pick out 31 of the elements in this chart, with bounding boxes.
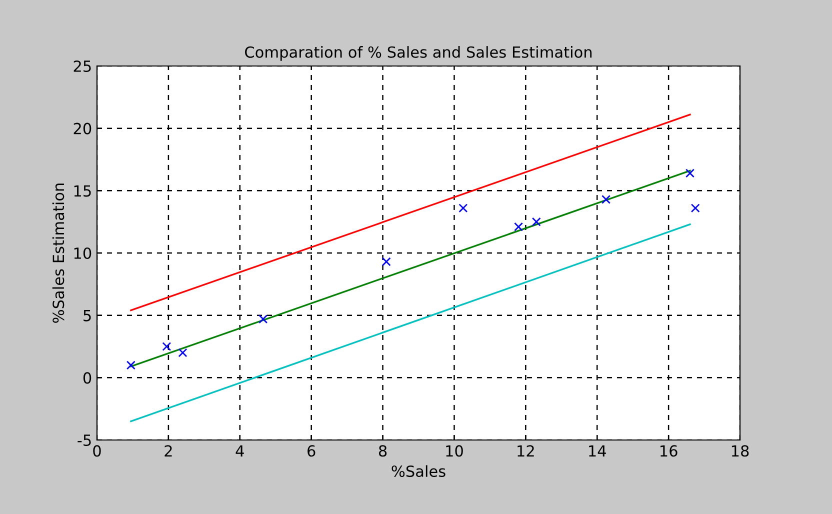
point bbox=[162, 342, 172, 351]
x-tick-label: 8 bbox=[378, 445, 387, 457]
x-tick-label: 18 bbox=[732, 445, 749, 457]
x-tick-label: 10 bbox=[446, 445, 463, 457]
y-tick-label: -5 bbox=[78, 434, 91, 446]
y-tick-label: 25 bbox=[74, 60, 91, 72]
y-tick-label: 5 bbox=[84, 310, 91, 322]
point bbox=[382, 257, 391, 266]
point bbox=[258, 314, 268, 324]
x-tick-label: 14 bbox=[589, 445, 606, 456]
y-tick-label: 20 bbox=[74, 122, 92, 134]
y-tick-label: 0 bbox=[83, 372, 92, 384]
x-tick-label: 0 bbox=[93, 445, 101, 457]
point bbox=[685, 168, 694, 178]
x-tick-label: 16 bbox=[660, 445, 678, 457]
x-tick-label: 6 bbox=[308, 445, 316, 457]
x-axis-title: %Sales bbox=[392, 465, 446, 478]
point bbox=[178, 348, 188, 358]
y-tick-label: 15 bbox=[74, 185, 91, 197]
point bbox=[532, 217, 541, 226]
point bbox=[514, 222, 524, 232]
point bbox=[690, 204, 700, 213]
y-tick-label: 10 bbox=[74, 247, 92, 260]
x-tick-label: 2 bbox=[164, 445, 172, 456]
y-axis-title: %Sales Estimation bbox=[52, 184, 64, 323]
x-tick-label: 4 bbox=[236, 445, 244, 456]
point bbox=[458, 204, 468, 213]
point bbox=[126, 360, 136, 370]
chart-title: Comparation of % Sales and Sales Estimation bbox=[245, 46, 592, 61]
point bbox=[602, 194, 611, 204]
x-tick-label: 12 bbox=[518, 445, 534, 456]
